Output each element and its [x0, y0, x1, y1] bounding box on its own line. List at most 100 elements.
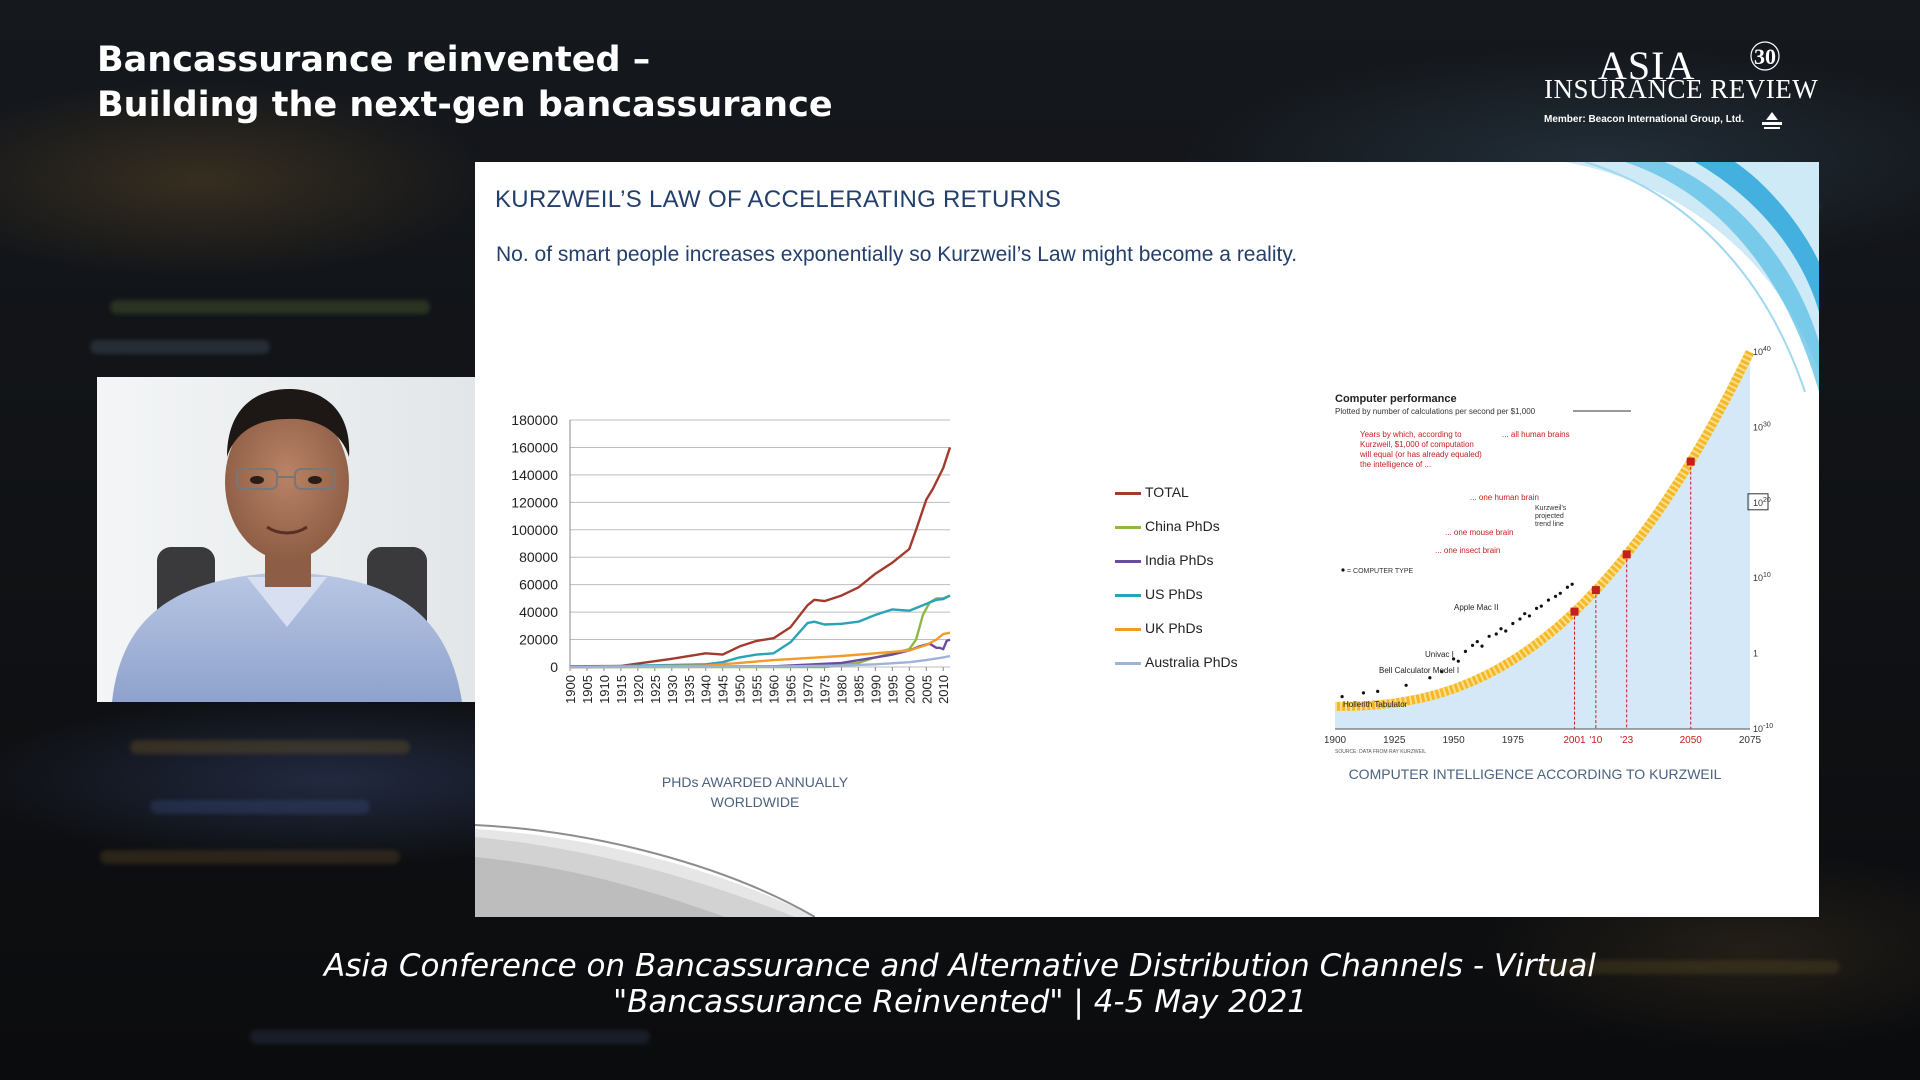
x-tick-label-right: 1950 [1442, 735, 1465, 746]
computer-label: Univac I [1425, 650, 1454, 659]
computer-dot [1518, 617, 1522, 621]
annotation-intro: the intelligence of ... [1360, 460, 1431, 469]
legend-item: US PhDs [1115, 584, 1295, 618]
speaker-webcam [97, 377, 475, 702]
slide-subtitle: No. of smart people increases exponentia… [496, 243, 1298, 266]
x-tick-label: 1970 [801, 675, 816, 704]
computer-dot [1480, 644, 1484, 648]
anniversary-30-icon: 30 [1750, 41, 1780, 71]
computer-dot [1553, 594, 1558, 598]
conference-footer: Asia Conference on Bancassurance and Alt… [0, 948, 1920, 1020]
y-tick-label: 120000 [511, 494, 558, 510]
x-tick-label: 1995 [885, 675, 900, 704]
x-tick-label-right: 1900 [1325, 735, 1347, 746]
milestone-marker [1570, 607, 1579, 616]
x-tick-label-right: 1975 [1502, 735, 1525, 746]
x-tick-label: 1945 [716, 675, 731, 704]
series-line-total [569, 447, 952, 668]
phds-chart-caption: PHDs AWARDED ANNUALLY WORLDWIDE [625, 772, 885, 812]
series-line-australia-phds [569, 654, 951, 669]
computer-dot [1546, 598, 1551, 602]
phds-caption-line1: PHDs AWARDED ANNUALLY [661, 774, 849, 790]
x-tick-label: 1990 [868, 675, 883, 704]
y-tick-label: 80000 [519, 549, 558, 565]
speaker-video [97, 377, 475, 702]
x-tick-label: 1915 [614, 675, 629, 704]
legend-swatch [1115, 492, 1141, 495]
legend-dot [1341, 568, 1345, 572]
milestone-marker [1622, 550, 1631, 559]
computer-dot [1558, 591, 1562, 595]
legend-swatch [1115, 526, 1141, 529]
x-tick-label-right: 2001 [1563, 735, 1586, 746]
x-tick-label: 1900 [563, 675, 578, 704]
legend-item: UK PhDs [1115, 618, 1295, 652]
milestone-annotation: ... one human brain [1470, 493, 1539, 502]
asia-insurance-review-logo: ASIA INSURANCE REVIEW Member: Beacon Int… [1538, 38, 1818, 138]
series-line-uk-phds [569, 631, 951, 669]
x-tick-label: 2010 [936, 675, 951, 704]
legend-item: China PhDs [1115, 516, 1295, 550]
x-tick-label: 1930 [665, 675, 680, 704]
slide-swoosh-decoration [1565, 162, 1819, 392]
annotation-projected: Kurzweil's [1535, 505, 1567, 512]
y-tick-label-right: 1 [1753, 649, 1758, 659]
slide-title: KURZWEIL’S LAW OF ACCELERATING RETURNS [495, 186, 1062, 213]
computer-dot [1487, 634, 1491, 638]
phds-chart-svg: 0 20000 40000 60000 80000 100000 120000 140000 1… [511, 412, 952, 704]
legend-label: China PhDs [1145, 518, 1220, 534]
y-tick-label-right: 1020 [1753, 497, 1771, 508]
anniversary-number: 30 [1754, 44, 1776, 69]
x-tick-label: 1910 [597, 675, 612, 704]
y-tick-label: 140000 [511, 467, 558, 483]
legend-item: TOTAL [1115, 482, 1295, 516]
kurzweil-chart: 10-10 1 1010 1020 1030 1040 1900 1925 1950 1975 20… [1324, 332, 1795, 772]
y-tick-label-right: 1040 [1753, 346, 1771, 357]
legend-label: Australia PhDs [1145, 654, 1238, 670]
legend-item: India PhDs [1115, 550, 1295, 584]
series-line-us-phds [569, 594, 951, 669]
y-tick-label: 0 [550, 659, 558, 675]
y-tick-label: 40000 [519, 604, 558, 620]
computer-dot [1504, 629, 1508, 633]
kurzweil-title: Computer performance [1335, 393, 1457, 405]
computer-dot [1361, 691, 1366, 695]
x-tick-label: 1920 [631, 675, 646, 704]
y-tick-label: 60000 [519, 577, 558, 593]
x-tick-label: 1960 [767, 675, 782, 704]
kurzweil-subtitle: Plotted by number of calculations per se… [1335, 407, 1536, 416]
x-tick-label: 1980 [834, 675, 849, 704]
beacon-icon [1762, 112, 1782, 129]
computer-dot [1494, 632, 1498, 636]
milestone-annotation: ... one insect brain [1435, 546, 1500, 555]
series-line-china-phds [570, 594, 951, 669]
x-tick-label: 1950 [733, 675, 748, 704]
page-title: Bancassurance reinvented – Building the … [97, 38, 833, 128]
phds-caption-line2: WORLDWIDE [710, 794, 800, 810]
annotation-intro: Kurzweil, $1,000 of computation [1360, 440, 1474, 449]
computer-dot [1527, 614, 1532, 618]
computer-dot [1475, 639, 1479, 644]
computer-dot [1499, 627, 1503, 631]
computer-label: Bell Calculator Model I [1379, 666, 1459, 675]
footer-line2: "Bancassurance Reinvented" | 4-5 May 202… [612, 984, 1308, 1020]
logo-asia-text: ASIA [1598, 43, 1696, 88]
computer-dot [1470, 643, 1475, 647]
page-title-line2: Building the next-gen bancassurance [97, 85, 833, 125]
computer-dot [1376, 689, 1380, 693]
curve-area [1335, 352, 1750, 729]
milestone-marker [1686, 457, 1695, 466]
y-tick-label: 20000 [519, 632, 558, 648]
legend-item: Australia PhDs [1115, 652, 1295, 686]
annotation-intro: Years by which, according to [1360, 430, 1462, 439]
computer-dot [1428, 676, 1432, 680]
y-tick-label-right: 10-10 [1753, 723, 1773, 734]
computer-dot [1565, 585, 1569, 589]
x-tick-label-right: 1925 [1383, 735, 1406, 746]
x-tick-label: 1905 [580, 675, 595, 704]
footer-line1: Asia Conference on Bancassurance and Alt… [324, 948, 1596, 984]
computer-dot [1451, 657, 1456, 661]
legend-label: US PhDs [1145, 586, 1203, 602]
legend-dot-label: = COMPUTER TYPE [1347, 568, 1414, 575]
y-tick-box [1747, 493, 1769, 511]
